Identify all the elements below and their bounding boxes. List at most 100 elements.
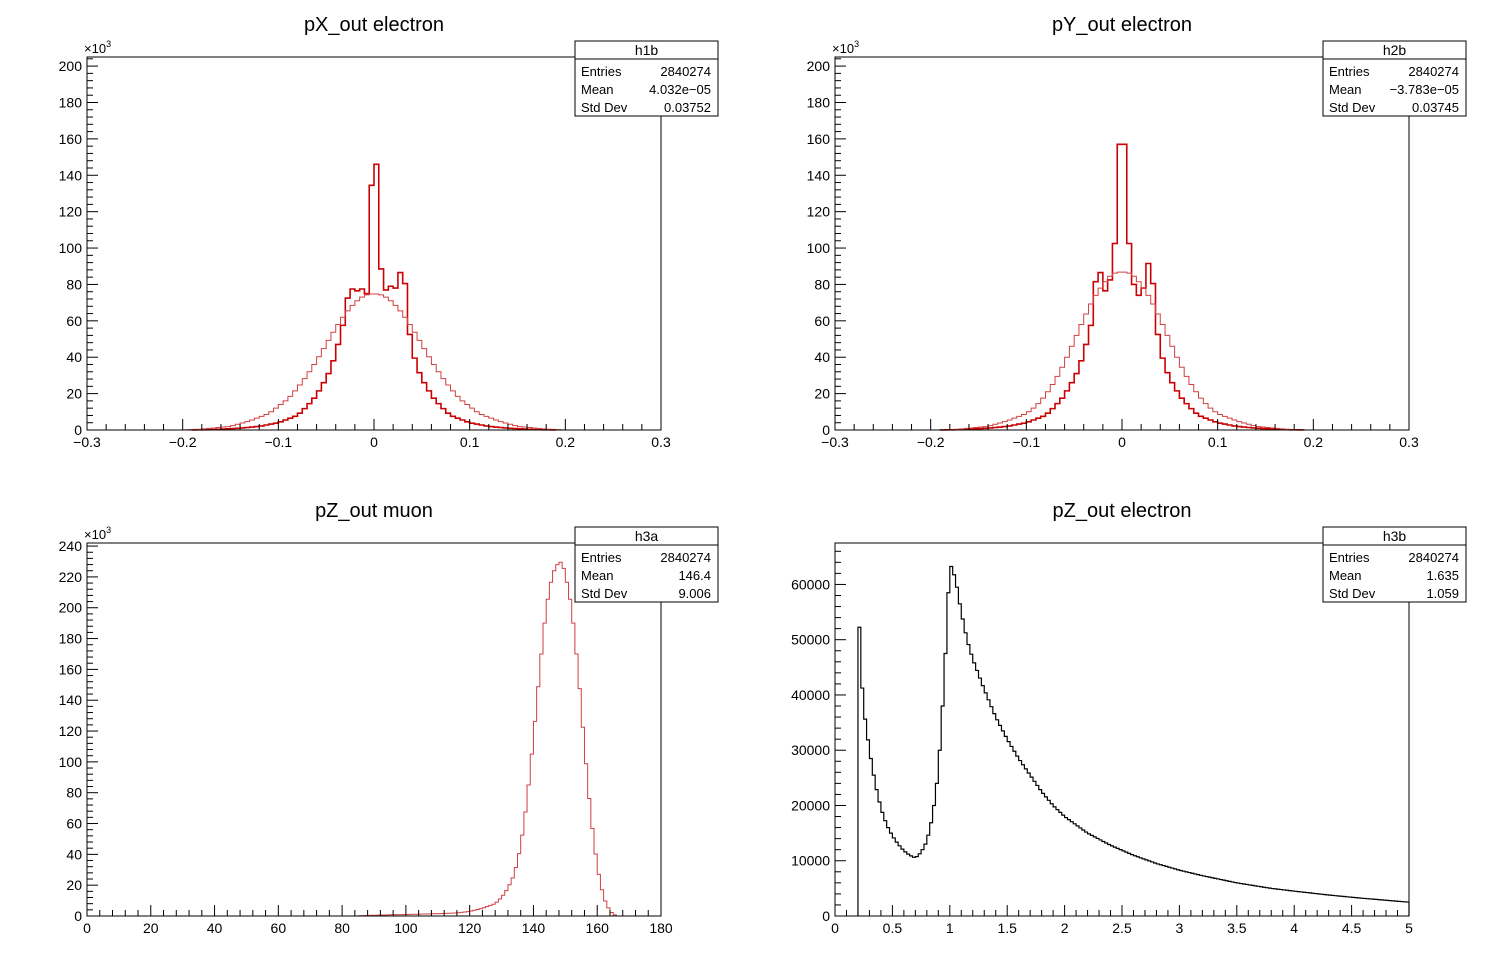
y-axis-multiplier: ×103: [84, 525, 111, 542]
y-tick-label: 60: [814, 313, 830, 329]
x-tick-label: 100: [394, 920, 418, 936]
x-tick-label: 0: [1118, 434, 1126, 450]
chart-title: pZ_out electron: [1053, 500, 1192, 522]
x-tick-label: 0.3: [651, 434, 671, 450]
x-tick-label: −0.3: [73, 434, 101, 450]
x-tick-label: 3.5: [1227, 920, 1247, 936]
x-tick-label: 2: [1061, 920, 1069, 936]
y-tick-label: 40: [66, 846, 82, 862]
stats-row-value: 2840274: [1408, 550, 1459, 565]
y-axis-multiplier-exponent: 3: [854, 39, 859, 49]
stats-box-frame: [574, 526, 719, 603]
x-tick-label: 60: [271, 920, 287, 936]
y-tick-label: 160: [59, 661, 83, 677]
y-tick-label: 160: [807, 131, 831, 147]
y-tick-label: 40: [66, 349, 82, 365]
stats-row-label: Std Dev: [1329, 100, 1376, 115]
stats-box: h3b Entries 2840274 Mean 1.635 Std Dev 1.059: [1322, 526, 1467, 603]
histogram-series-2: [949, 271, 1295, 431]
x-tick-label: 1: [946, 920, 954, 936]
y-tick-label: 40000: [791, 687, 830, 703]
stats-row-value: 2840274: [660, 550, 711, 565]
x-tick-label: −0.1: [1013, 434, 1041, 450]
stats-row-value: 9.006: [678, 586, 711, 601]
stats-box: h2b Entries 2840274 Mean −3.783e−05 Std Dev 0.…: [1322, 40, 1467, 117]
y-tick-label: 140: [807, 167, 831, 183]
y-tick-label: 40: [814, 349, 830, 365]
x-tick-label: 140: [522, 920, 546, 936]
histogram-series-1: [939, 143, 1305, 431]
x-tick-label: 0.2: [1304, 434, 1324, 450]
y-tick-label: 20000: [791, 797, 830, 813]
stats-row-label: Std Dev: [1329, 586, 1376, 601]
y-tick-label: 180: [807, 94, 831, 110]
chart-title: pY_out electron: [1052, 14, 1192, 36]
y-tick-label: 100: [59, 240, 83, 256]
chart-panel-2: pY_out electron −0.3 −0.2 −0.1 0 0.1 0.2 0.3 0 20…: [807, 14, 1467, 450]
y-axis-multiplier: ×103: [832, 39, 859, 56]
stats-row-label: Std Dev: [581, 100, 628, 115]
stats-row-value: 4.032e−05: [649, 82, 711, 97]
y-tick-label: 0: [822, 422, 830, 438]
stats-row-value: 0.03745: [1412, 100, 1459, 115]
chart-title: pZ_out muon: [315, 500, 433, 522]
y-tick-label: 80: [66, 785, 82, 801]
y-tick-label: 120: [807, 204, 831, 220]
stats-row-value: −3.783e−05: [1390, 82, 1459, 97]
y-axis-multiplier-base: ×10: [84, 41, 106, 56]
x-tick-label: 180: [649, 920, 673, 936]
y-tick-label: 100: [807, 240, 831, 256]
y-tick-label: 200: [59, 600, 83, 616]
y-tick-label: 80: [66, 276, 82, 292]
stats-row-value: 0.03752: [664, 100, 711, 115]
histogram-series-1: [857, 565, 1410, 916]
chart-panel-1: pX_out electron −0.3 −0.2 −0.1 0 0.1 0.2 0.3 0 20…: [59, 14, 719, 450]
stats-row-value: 2840274: [660, 64, 711, 79]
histogram-series-1: [354, 561, 617, 917]
y-tick-label: 180: [59, 94, 83, 110]
y-tick-label: 100: [59, 754, 83, 770]
y-tick-label: 140: [59, 692, 83, 708]
y-tick-label: 240: [59, 538, 83, 554]
plot-frame: [86, 542, 662, 917]
y-tick-label: 60: [66, 816, 82, 832]
x-tick-label: 0.5: [883, 920, 903, 936]
x-tick-label: −0.3: [821, 434, 849, 450]
y-tick-label: 200: [807, 58, 831, 74]
y-axis-multiplier-exponent: 3: [106, 39, 111, 49]
y-tick-label: 220: [59, 569, 83, 585]
x-tick-label: 2.5: [1112, 920, 1132, 936]
y-tick-label: 30000: [791, 742, 830, 758]
stats-row-label: Mean: [1329, 568, 1362, 583]
stats-box-name: h3b: [1383, 528, 1407, 544]
y-tick-label: 120: [59, 204, 83, 220]
stats-box-name: h2b: [1383, 42, 1407, 58]
y-tick-label: 50000: [791, 632, 830, 648]
y-axis-multiplier-exponent: 3: [106, 525, 111, 535]
x-tick-label: 4: [1290, 920, 1298, 936]
stats-box-name: h1b: [635, 42, 659, 58]
y-axis-multiplier-base: ×10: [84, 527, 106, 542]
x-tick-label: 160: [586, 920, 610, 936]
y-tick-label: 200: [59, 58, 83, 74]
y-tick-label: 180: [59, 631, 83, 647]
stats-row-label: Mean: [1329, 82, 1362, 97]
x-tick-label: 40: [207, 920, 223, 936]
x-tick-label: 80: [334, 920, 350, 936]
x-tick-label: 0: [83, 920, 91, 936]
stats-row-label: Entries: [1329, 64, 1370, 79]
y-tick-label: 80: [814, 276, 830, 292]
x-tick-label: 120: [458, 920, 482, 936]
stats-row-value: 1.635: [1426, 568, 1459, 583]
x-tick-label: 0: [831, 920, 839, 936]
x-tick-label: −0.1: [265, 434, 293, 450]
x-tick-label: 0: [370, 434, 378, 450]
y-tick-label: 160: [59, 131, 83, 147]
y-tick-label: 10000: [791, 853, 830, 869]
y-tick-label: 20: [66, 386, 82, 402]
stats-row-value: 146.4: [678, 568, 711, 583]
stats-row-value: 2840274: [1408, 64, 1459, 79]
stats-row-label: Entries: [581, 550, 622, 565]
y-tick-label: 60: [66, 313, 82, 329]
histogram-series-2: [182, 293, 566, 431]
